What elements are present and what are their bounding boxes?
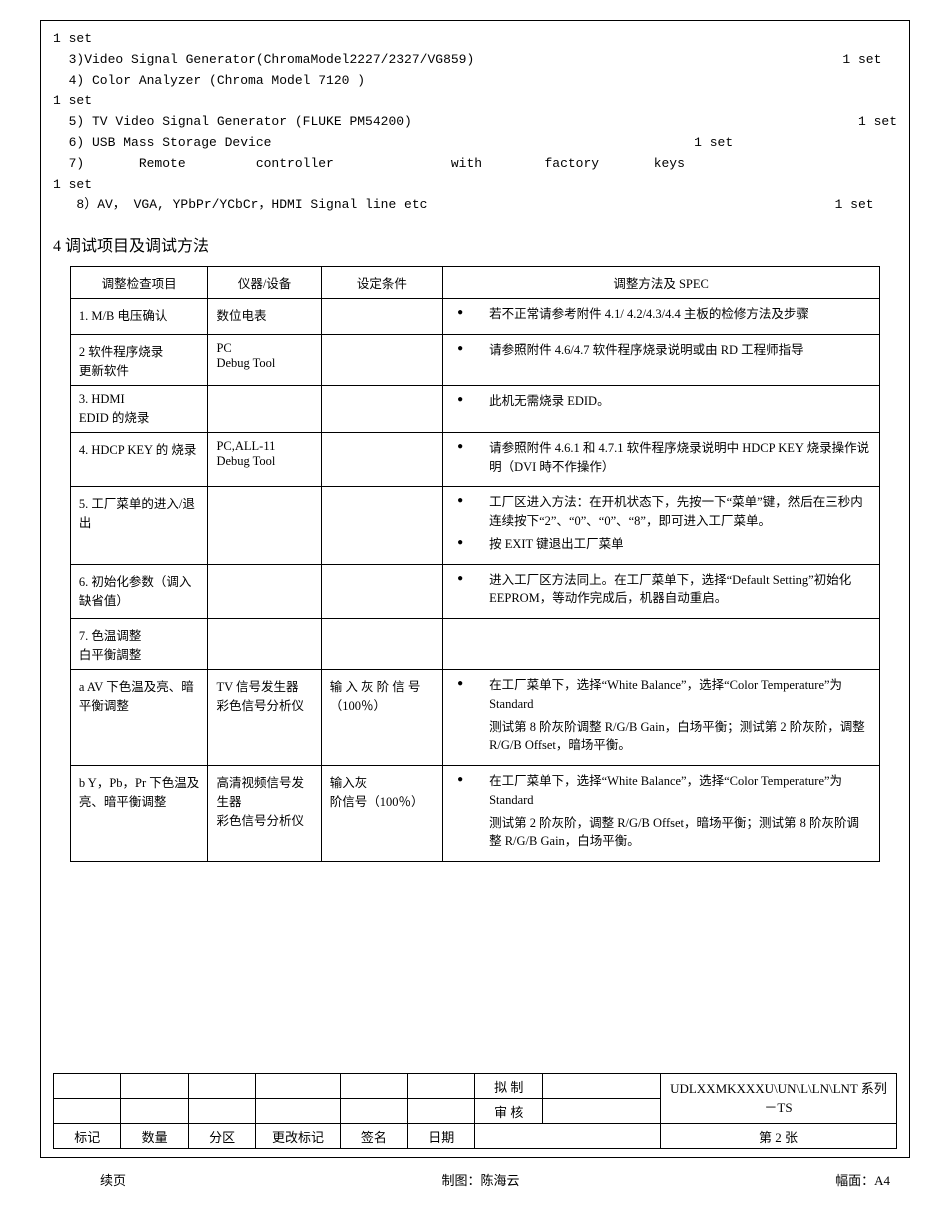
change-label: 更改标记 <box>256 1124 340 1149</box>
col-condition <box>321 334 442 385</box>
col-equipment: PC,ALL-11 Debug Tool <box>208 432 321 487</box>
equipment-line: 8）AV， VGA, YPbPr/YCbCr，HDMI Signal line … <box>53 195 897 216</box>
footer-row-3: 标记 数量 分区 更改标记 签名 日期 第 2 张 <box>54 1124 897 1149</box>
format-label: 幅面：A4 <box>835 1170 890 1189</box>
col-spec: 此机无需烧录 EDID。 <box>443 385 880 432</box>
equipment-line: 6) USB Mass Storage Device1 set <box>53 133 897 154</box>
col-spec: 在工厂菜单下，选择“White Balance”，选择“Color Temper… <box>443 670 880 766</box>
series-title: UDLXXMKXXXU\UN\L\LN\LNT 系列－TS <box>660 1074 896 1124</box>
spacer <box>53 872 897 1043</box>
drawn-by-label: 制图：陈海云 <box>442 1170 520 1189</box>
table-row: b Y，Pb，Pr 下色温及亮、暗平衡调整高清视频信号发生器 彩色信号分析仪输入… <box>70 766 879 862</box>
spec-item: 进入工厂区方法同上。在工厂菜单下，选择“Default Setting”初始化 … <box>451 571 871 609</box>
table-row: 1. M/B 电压确认数位电表 若不正常请参考附件 4.1/ 4.2/4.3/4.… <box>70 299 879 335</box>
table-row: 2 软件程序烧录 更新软件PC Debug Tool 请参照附件 4.6/4.7 … <box>70 334 879 385</box>
header-cond: 设定条件 <box>321 267 442 299</box>
col-item: 7. 色温调整 白平衡調整 <box>70 619 208 670</box>
col-condition: 输 入 灰 阶 信 号（100％） <box>321 670 442 766</box>
date-label: 日期 <box>408 1124 475 1149</box>
spec-item: 此机无需烧录 EDID。 <box>451 392 871 411</box>
col-spec <box>443 619 880 670</box>
col-item: a AV 下色温及亮、暗平衡调整 <box>70 670 208 766</box>
table-row: a AV 下色温及亮、暗平衡调整TV 信号发生器 彩色信号分析仪输 入 灰 阶 … <box>70 670 879 766</box>
table-row: 7. 色温调整 白平衡調整 <box>70 619 879 670</box>
col-spec: 若不正常请参考附件 4.1/ 4.2/4.3/4.4 主板的检修方法及步骤 <box>443 299 880 335</box>
col-condition <box>321 619 442 670</box>
table-row: 5. 工厂菜单的进入/退出 工厂区进入方法：在开机状态下，先按一下“菜单”键，然后… <box>70 487 879 564</box>
page-container: 1 set 3)Video Signal Generator(ChromaMod… <box>40 20 910 1158</box>
table-header-row: 调整检查项目 仪器/设备 设定条件 调整方法及 SPEC <box>70 267 879 299</box>
review-label: 审 核 <box>475 1099 542 1124</box>
equipment-list: 1 set 3)Video Signal Generator(ChromaMod… <box>53 29 897 216</box>
equipment-line: 1 set <box>53 29 897 50</box>
col-spec: 在工厂菜单下，选择“White Balance”，选择“Color Temper… <box>443 766 880 862</box>
col-item: 3. HDMI EDID 的烧录 <box>70 385 208 432</box>
col-condition <box>321 385 442 432</box>
col-equipment: TV 信号发生器 彩色信号分析仪 <box>208 670 321 766</box>
col-equipment: 数位电表 <box>208 299 321 335</box>
spec-item: 测试第 2 阶灰阶，调整 R/G/B Offset，暗场平衡；测试第 8 阶灰阶… <box>451 814 871 852</box>
continuation-label: 续页 <box>100 1170 126 1189</box>
spec-item: 按 EXIT 键退出工厂菜单 <box>451 535 871 554</box>
qty-label: 数量 <box>121 1124 188 1149</box>
spec-item: 请参照附件 4.6.1 和 4.7.1 软件程序烧录说明中 HDCP KEY 烧… <box>451 439 871 477</box>
col-condition <box>321 564 442 619</box>
col-item: 4. HDCP KEY 的 烧录 <box>70 432 208 487</box>
header-item: 调整检查项目 <box>70 267 208 299</box>
footer-table: 拟 制 UDLXXMKXXXU\UN\L\LN\LNT 系列－TS 审 核 标记… <box>53 1073 897 1149</box>
col-equipment <box>208 564 321 619</box>
col-equipment: PC Debug Tool <box>208 334 321 385</box>
spec-item: 测试第 8 阶灰阶调整 R/G/B Gain，白场平衡；测试第 2 阶灰阶，调整… <box>451 718 871 756</box>
spec-item: 在工厂菜单下，选择“White Balance”，选择“Color Temper… <box>451 772 871 810</box>
col-spec: 请参照附件 4.6/4.7 软件程序烧录说明或由 RD 工程师指导 <box>443 334 880 385</box>
col-item: b Y，Pb，Pr 下色温及亮、暗平衡调整 <box>70 766 208 862</box>
equipment-line: 7) Remote controller with factory keys <box>53 154 897 175</box>
equipment-line: 3)Video Signal Generator(ChromaModel2227… <box>53 50 897 71</box>
col-condition: 输入灰 阶信号（100％） <box>321 766 442 862</box>
col-equipment <box>208 385 321 432</box>
col-equipment <box>208 487 321 564</box>
header-spec: 调整方法及 SPEC <box>443 267 880 299</box>
zone-label: 分区 <box>188 1124 255 1149</box>
table-row: 4. HDCP KEY 的 烧录PC,ALL-11 Debug Tool 请参照附… <box>70 432 879 487</box>
col-spec: 请参照附件 4.6.1 和 4.7.1 软件程序烧录说明中 HDCP KEY 烧… <box>443 432 880 487</box>
footer-bottom-line: 续页 制图：陈海云 幅面：A4 <box>0 1168 950 1189</box>
col-equipment: 高清视频信号发生器 彩色信号分析仪 <box>208 766 321 862</box>
spec-item: 请参照附件 4.6/4.7 软件程序烧录说明或由 RD 工程师指导 <box>451 341 871 360</box>
section-title: 4 调试项目及调试方法 <box>53 232 897 256</box>
col-item: 2 软件程序烧录 更新软件 <box>70 334 208 385</box>
col-equipment <box>208 619 321 670</box>
col-spec: 工厂区进入方法：在开机状态下，先按一下“菜单”键，然后在三秒内连续按下“2”、“… <box>443 487 880 564</box>
col-item: 5. 工厂菜单的进入/退出 <box>70 487 208 564</box>
col-condition <box>321 487 442 564</box>
col-spec: 进入工厂区方法同上。在工厂菜单下，选择“Default Setting”初始化 … <box>443 564 880 619</box>
drafted-label: 拟 制 <box>475 1074 542 1099</box>
table-row: 6. 初始化参数（调入缺省值） 进入工厂区方法同上。在工厂菜单下，选择“Defau… <box>70 564 879 619</box>
mark-label: 标记 <box>54 1124 121 1149</box>
footer-row-1: 拟 制 UDLXXMKXXXU\UN\L\LN\LNT 系列－TS <box>54 1074 897 1099</box>
header-equip: 仪器/设备 <box>208 267 321 299</box>
spec-item: 工厂区进入方法：在开机状态下，先按一下“菜单”键，然后在三秒内连续按下“2”、“… <box>451 493 871 531</box>
spec-item: 若不正常请参考附件 4.1/ 4.2/4.3/4.4 主板的检修方法及步骤 <box>451 305 871 324</box>
equipment-line: 1 set <box>53 91 897 112</box>
equipment-line: 5) TV Video Signal Generator (FLUKE PM54… <box>53 112 897 133</box>
col-condition <box>321 299 442 335</box>
col-condition <box>321 432 442 487</box>
col-item: 6. 初始化参数（调入缺省值） <box>70 564 208 619</box>
table-row: 3. HDMI EDID 的烧录 此机无需烧录 EDID。 <box>70 385 879 432</box>
adjustment-table: 调整检查项目 仪器/设备 设定条件 调整方法及 SPEC 1. M/B 电压确认… <box>70 266 880 862</box>
equipment-line: 4) Color Analyzer (Chroma Model 7120 ) <box>53 71 897 92</box>
col-item: 1. M/B 电压确认 <box>70 299 208 335</box>
page-number: 第 2 张 <box>660 1124 896 1149</box>
equipment-line: 1 set <box>53 175 897 196</box>
spec-item: 在工厂菜单下，选择“White Balance”，选择“Color Temper… <box>451 676 871 714</box>
sign-label: 签名 <box>340 1124 407 1149</box>
